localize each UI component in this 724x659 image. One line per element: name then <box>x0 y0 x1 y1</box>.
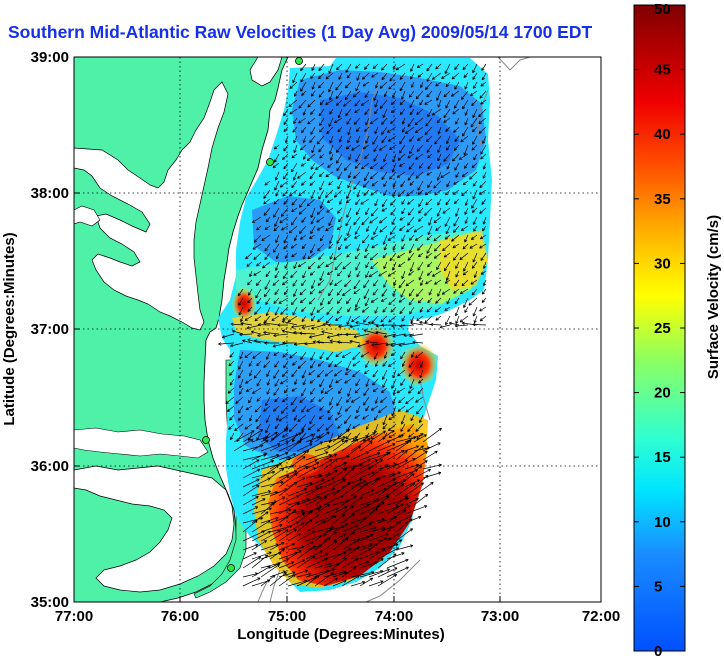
pamlico-sound <box>74 465 235 593</box>
colorbar-tick-30: 30 <box>654 255 671 272</box>
x-axis-title: Longitude (Degrees:Minutes) <box>237 626 445 643</box>
assateague-station <box>266 158 274 166</box>
vector-arrows <box>218 63 487 587</box>
radar-stations <box>202 57 303 572</box>
graticule <box>74 57 601 602</box>
colorbar-tick-25: 25 <box>654 320 671 337</box>
delaware-station <box>295 57 303 65</box>
chesapeake-bay <box>74 81 229 331</box>
y-axis-title: Latitude (Degrees:Minutes) <box>1 232 18 425</box>
colorbar-tick-40: 40 <box>654 126 671 143</box>
colorbar-ticks: 0 5 10 15 20 25 30 35 40 45 50 <box>634 1 685 659</box>
colorbar-tick-35: 35 <box>654 191 671 208</box>
virginia-station <box>202 436 210 444</box>
colorbar-tick-0: 0 <box>654 643 662 659</box>
delaware-bay <box>249 57 283 87</box>
colorbar-tick-10: 10 <box>654 514 671 531</box>
colorbar-tick-20: 20 <box>654 385 671 402</box>
lon-tick-73: 73:00 <box>481 608 519 625</box>
lat-tick-37: 37:00 <box>31 321 69 338</box>
colorbar-title: Surface Velocity (cm/s) <box>705 215 722 379</box>
lat-tick-35: 35:00 <box>31 594 69 611</box>
albemarle-sound <box>74 427 209 459</box>
lon-tick-77: 77:00 <box>55 608 93 625</box>
lon-tick-72: 72:00 <box>582 608 620 625</box>
lat-tick-36: 36:00 <box>31 458 69 475</box>
axis-ticks <box>73 56 602 603</box>
lon-tick-75: 75:00 <box>268 608 306 625</box>
colorbar-tick-45: 45 <box>654 62 671 79</box>
lon-tick-76: 76:00 <box>161 608 199 625</box>
hatteras-station <box>227 564 235 572</box>
potomac-river <box>74 205 101 227</box>
lat-tick-39: 39:00 <box>31 49 69 66</box>
bathymetry-contours <box>257 57 531 602</box>
velocity-vectors <box>218 63 487 587</box>
colorbar-tick-50: 50 <box>654 1 671 18</box>
map-title: Southern Mid-Atlantic Raw Velocities (1 … <box>8 22 593 42</box>
lon-tick-74: 74:00 <box>375 608 413 625</box>
colorbar-tick-5: 5 <box>654 578 662 595</box>
lat-tick-38: 38:00 <box>31 185 69 202</box>
colorbar-tick-15: 15 <box>654 449 671 466</box>
